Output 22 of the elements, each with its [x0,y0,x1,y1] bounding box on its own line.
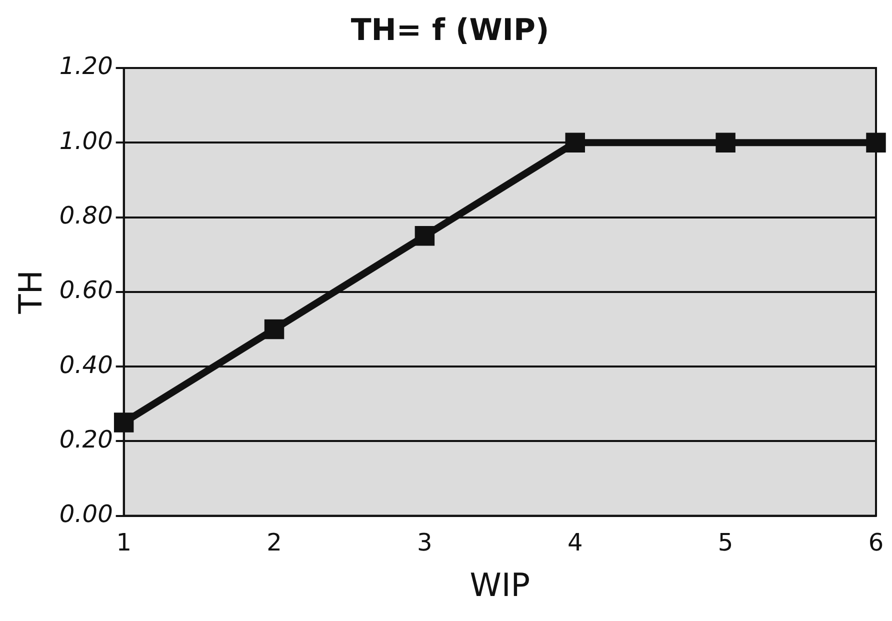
point [866,132,886,152]
x-tick-label: 5 [718,528,734,556]
x-axis-title: WIP [470,566,530,604]
y-axis-title: TH [12,270,50,315]
point [716,132,736,152]
y-tick-label: 1.00 [59,126,113,155]
y-tick-label: 0.40 [59,350,113,379]
y-tick-label: 1.20 [59,52,113,80]
x-tick-label: 1 [116,528,132,556]
x-tick-label: 3 [417,528,432,556]
x-tick-label: 6 [868,528,884,556]
point [565,132,585,152]
point [264,319,284,340]
x-tick-label: 2 [266,528,282,556]
y-tick-label: 0.80 [59,202,113,230]
point [414,226,435,246]
point [114,412,134,432]
x-tick-label: 4 [567,528,583,556]
y-tick-label: 0.00 [59,500,113,528]
chart-title: TH= f (WIP) [350,12,550,48]
y-tick-label: 0.60 [59,276,113,304]
y-tick-label: 0.20 [59,425,113,454]
